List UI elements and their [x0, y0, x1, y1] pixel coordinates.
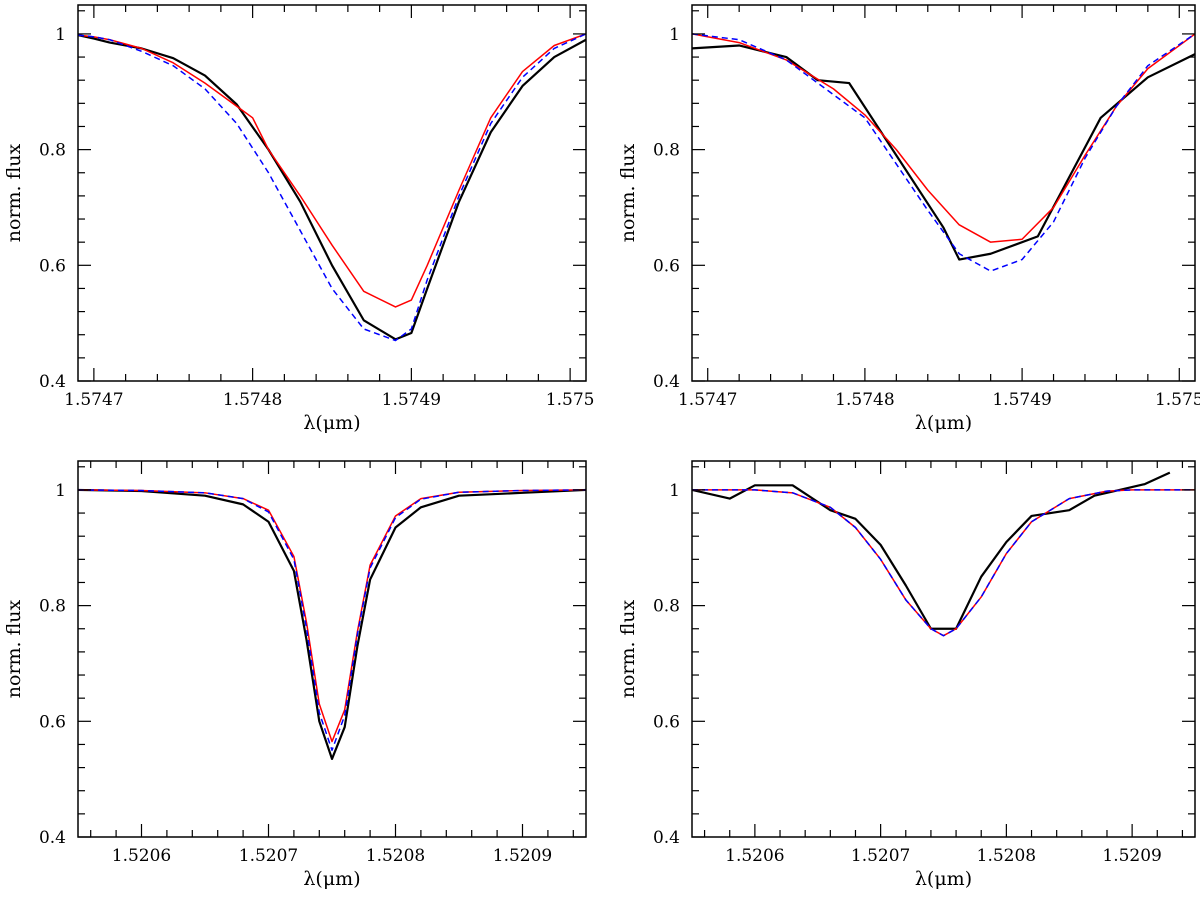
series-group — [78, 33, 586, 342]
x-axis-title: λ(μm) — [915, 868, 972, 890]
x-tick-label: 1.5209 — [1102, 846, 1161, 866]
plot-frame — [77, 460, 587, 838]
x-tick-label: 1.5208 — [977, 846, 1036, 866]
series-line-model-a — [78, 33, 586, 308]
chart-panel-bottom-left: 1.5206 1.5207 1.5208 1.5209 0.4 0.6 0.8 1 λ(μm) n… — [3, 460, 587, 890]
y-tick-label: 0.8 — [39, 141, 66, 161]
y-tick-label: 0.8 — [653, 141, 680, 161]
series-line-model-b — [78, 33, 586, 342]
x-tick-label: 1.5206 — [725, 846, 784, 866]
x-tick-label: 1.5207 — [239, 846, 298, 866]
y-tick-label: 0.6 — [653, 256, 680, 276]
y-tick-label: 0.4 — [39, 372, 66, 392]
plot-frame — [691, 4, 1196, 382]
x-tick-label: 1.575 — [1155, 390, 1200, 410]
x-tick-label: 1.575 — [546, 390, 595, 410]
x-tick-label: 1.5209 — [493, 846, 552, 866]
y-axis-title: norm. flux — [617, 143, 639, 242]
x-tick-label: 1.5747 — [64, 390, 123, 410]
y-tick-label: 0.8 — [653, 597, 680, 617]
series-line-model-b — [692, 33, 1195, 272]
x-tick-label: 1.5207 — [851, 846, 910, 866]
y-tick-label: 0.6 — [39, 256, 66, 276]
series-line-model-a — [692, 489, 1195, 637]
y-tick-label: 0.8 — [39, 597, 66, 617]
series-line-model-a — [692, 33, 1195, 243]
y-tick-label: 0.6 — [39, 712, 66, 732]
x-tick-label: 1.5747 — [678, 390, 737, 410]
series-line-model-b — [78, 489, 586, 751]
y-tick-label: 0.4 — [39, 828, 66, 848]
y-axis-title: norm. flux — [617, 599, 639, 698]
series-line-observed — [78, 488, 586, 761]
x-tick-label: 1.5749 — [382, 390, 441, 410]
series-line-observed — [78, 34, 586, 341]
y-axis-title: norm. flux — [3, 599, 25, 698]
x-tick-label: 1.5749 — [992, 390, 1051, 410]
y-tick-label: 1 — [669, 25, 680, 45]
chart-panel-bottom-right: 1.5206 1.5207 1.5208 1.5209 0.4 0.6 0.8 1 λ(μm) n… — [617, 460, 1196, 890]
y-tick-label: 1 — [55, 481, 66, 501]
y-tick-label: 0.6 — [653, 712, 680, 732]
x-tick-label: 1.5748 — [223, 390, 282, 410]
x-axis-title: λ(μm) — [303, 412, 360, 434]
x-tick-label: 1.5208 — [366, 846, 425, 866]
series-group — [692, 471, 1195, 637]
series-line-model-a — [78, 489, 586, 743]
x-tick-label: 1.5748 — [835, 390, 894, 410]
series-line-model-b — [692, 489, 1195, 637]
y-tick-label: 0.4 — [653, 372, 680, 392]
series-group — [692, 33, 1195, 272]
x-axis-title: λ(μm) — [303, 868, 360, 890]
y-tick-label: 1 — [55, 25, 66, 45]
y-tick-label: 0.4 — [653, 828, 680, 848]
chart-panel-top-left: 1.5747 1.5748 1.5749 1.575 0.4 0.6 0.8 1 λ(μm) no… — [3, 4, 595, 434]
series-line-observed — [692, 44, 1195, 261]
y-axis-title: norm. flux — [3, 143, 25, 242]
x-tick-label: 1.5206 — [112, 846, 171, 866]
series-group — [78, 488, 586, 761]
plot-frame — [77, 4, 587, 382]
x-axis-title: λ(μm) — [915, 412, 972, 434]
y-tick-label: 1 — [669, 481, 680, 501]
chart-panel-top-right: 1.5747 1.5748 1.5749 1.575 0.4 0.6 0.8 1 λ(μm) no… — [617, 4, 1200, 434]
plot-frame — [691, 460, 1196, 838]
series-line-observed — [692, 471, 1171, 630]
